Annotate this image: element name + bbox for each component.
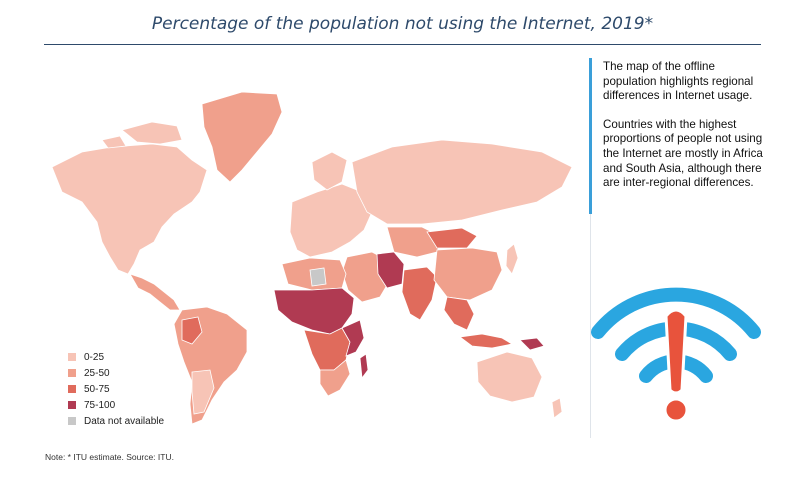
region-southeast-asia [443,296,475,331]
legend-item: 0-25 [68,349,164,365]
page-title: Percentage of the population not using t… [151,14,654,34]
alert-bar [664,308,688,395]
map-legend: 0-25 25-50 50-75 75-100 Data not availab… [68,349,164,429]
legend-swatch [68,417,76,425]
legend-swatch [68,385,76,393]
region-central-america [129,273,181,311]
legend-swatch [68,401,76,409]
region-south-america-south [191,369,215,415]
side-accent-bar [589,58,592,214]
region-indonesia [458,333,514,349]
legend-label: 75-100 [84,399,116,411]
legend-label: 50-75 [84,383,110,395]
side-panel: The map of the offline population highli… [589,58,763,438]
side-paragraph-2: Countries with the highest proportions o… [603,117,763,190]
region-australia [476,351,543,403]
legend-label: 25-50 [84,367,110,379]
region-south-america-north [181,316,203,345]
region-papua [519,337,545,351]
region-russia [351,139,573,225]
region-madagascar [359,353,369,380]
region-pakistan-afghanistan [376,251,405,289]
region-southern-africa [319,359,351,397]
wifi-alert-icon [591,287,761,423]
legend-item: 50-75 [68,381,164,397]
legend-item: Data not available [68,413,164,429]
region-china [433,247,503,301]
region-new-zealand [551,397,563,419]
region-sub-saharan-africa [273,287,355,335]
region-arctic-canada [101,121,183,149]
region-north-america [51,143,208,275]
legend-label: 0-25 [84,351,105,363]
legend-label: Data not available [84,415,165,427]
legend-item: 75-100 [68,397,164,413]
title-bar: Percentage of the population not using t… [44,8,761,45]
region-no-data [309,267,327,287]
side-text: The map of the offline population highli… [603,60,763,205]
region-greenland [201,91,283,183]
region-mongolia [426,227,478,249]
region-japan [505,243,519,275]
region-europe [289,183,373,258]
region-india [401,266,438,321]
side-paragraph-1: The map of the offline population highli… [603,60,754,103]
legend-swatch [68,369,76,377]
legend-item: 25-50 [68,365,164,381]
region-east-africa [341,319,365,357]
alert-dot [663,397,689,423]
source-note: Note: * ITU estimate. Source: ITU. [45,452,174,462]
wifi-arc-outer [591,287,761,339]
region-scandinavia [311,151,348,191]
legend-swatch [68,353,76,361]
world-map [51,91,573,425]
